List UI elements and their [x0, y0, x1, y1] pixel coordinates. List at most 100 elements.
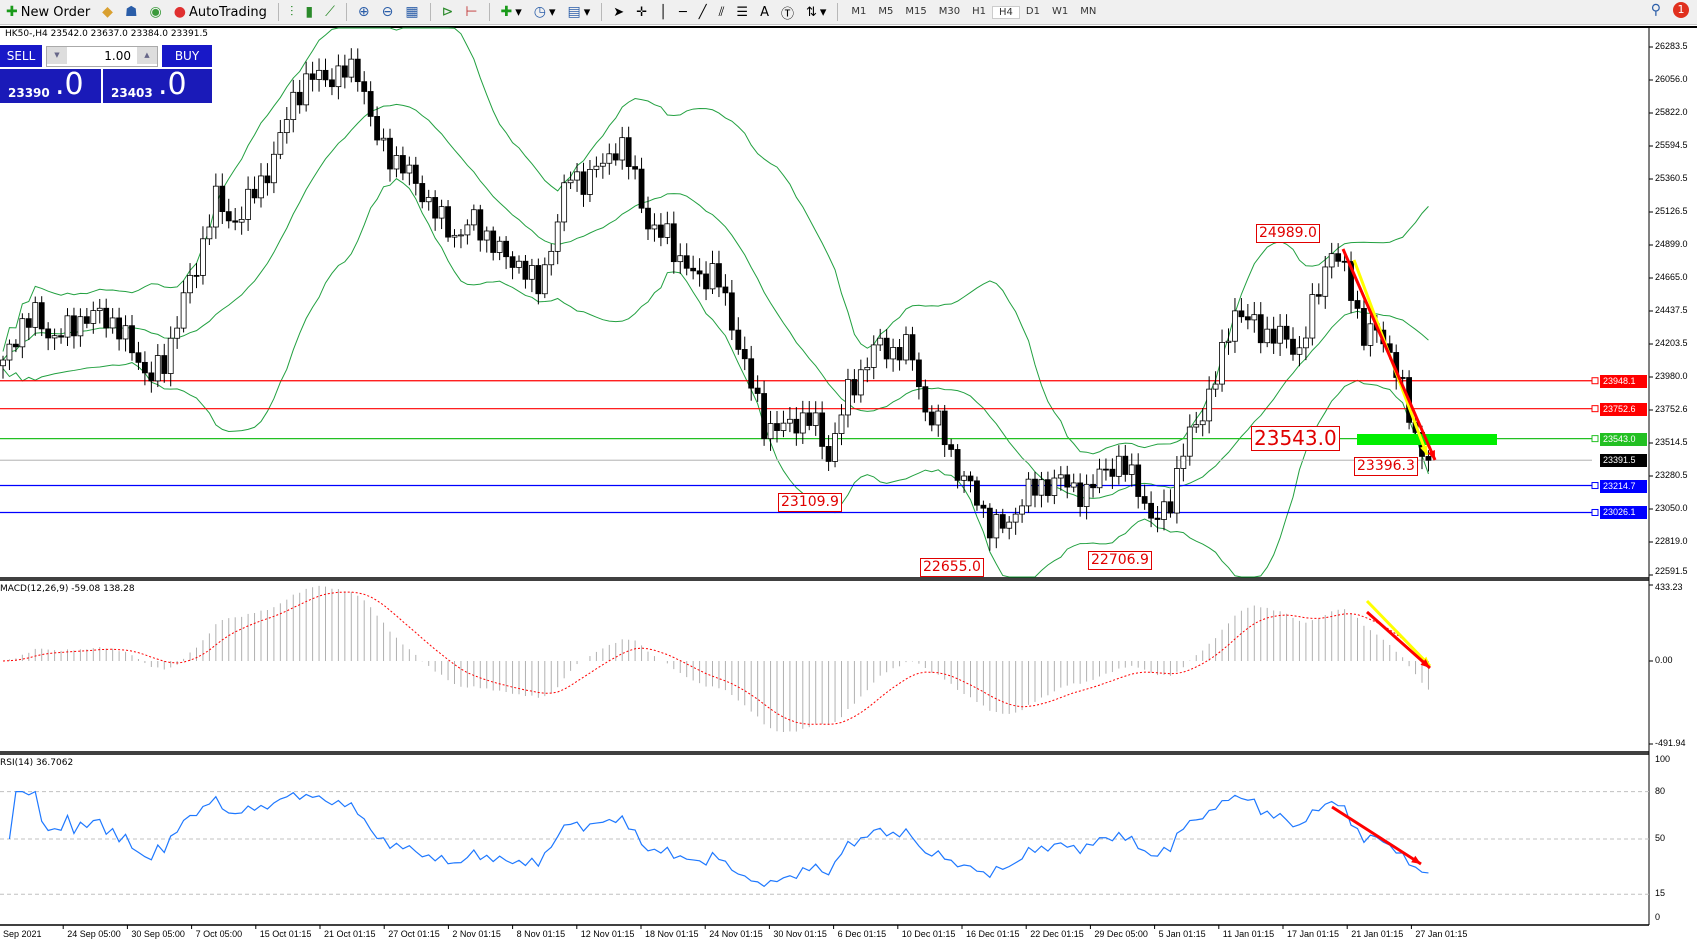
- candle-body: [335, 65, 342, 88]
- candle-body: [838, 414, 845, 434]
- candle-body: [651, 224, 658, 230]
- text-label-button[interactable]: Ⓣ: [777, 1, 798, 23]
- date-label: 7 Oct 05:00: [195, 929, 243, 939]
- lot-size-input[interactable]: 1.00: [46, 46, 158, 67]
- vertical-line-button[interactable]: │: [655, 1, 671, 23]
- candle-body: [832, 433, 838, 462]
- timeframe-d1[interactable]: D1: [1025, 5, 1040, 17]
- signals-button[interactable]: ◉: [146, 1, 166, 23]
- timeframe-h1[interactable]: H1: [972, 5, 987, 17]
- candle-body: [509, 256, 516, 268]
- timeframe-m15[interactable]: M15: [905, 5, 927, 17]
- candle-body: [806, 412, 813, 426]
- candle-body: [458, 234, 464, 237]
- candle-body: [45, 328, 52, 339]
- candle-body: [83, 316, 90, 324]
- candle-body: [212, 185, 219, 228]
- lot-increase-icon[interactable]: ▲: [137, 47, 157, 64]
- candle-body: [980, 504, 987, 509]
- price-tag: 23543.0: [1600, 432, 1647, 446]
- candle-body: [896, 347, 903, 361]
- divider: [837, 3, 839, 21]
- candle-body: [1006, 521, 1013, 529]
- text-button[interactable]: A: [756, 1, 773, 23]
- candle-body: [425, 197, 432, 203]
- price-tag: 23948.1: [1600, 374, 1647, 388]
- market-watch-button[interactable]: ☗: [121, 1, 142, 23]
- indicators-icon: ✚: [500, 4, 513, 20]
- candle-body: [606, 153, 613, 164]
- candle-body: [1206, 388, 1213, 422]
- timeframe-m30[interactable]: M30: [938, 5, 961, 17]
- candle-body: [716, 263, 722, 288]
- candle-chart-button[interactable]: ▮: [301, 1, 317, 23]
- timeframe-m1[interactable]: M1: [851, 5, 867, 17]
- trendline-button[interactable]: ╱: [695, 1, 711, 23]
- channel-button[interactable]: ⫽: [715, 1, 729, 23]
- candle-body: [928, 411, 935, 426]
- timeframe-h4[interactable]: H4: [992, 5, 1020, 19]
- yellow-trend-arrow-head: [1420, 445, 1428, 455]
- fibonacci-button[interactable]: ☰: [732, 1, 752, 23]
- zoom-in-button[interactable]: ⊕: [354, 1, 374, 23]
- candle-body: [587, 169, 593, 195]
- zoom-out-button[interactable]: ⊖: [378, 1, 398, 23]
- crosshair-button[interactable]: ✛: [632, 1, 651, 23]
- candle-body: [193, 274, 200, 277]
- candle-body: [1032, 478, 1038, 496]
- tile-windows-button[interactable]: ▦: [401, 1, 422, 23]
- macd-red-arrow: [1366, 610, 1431, 670]
- templates-button[interactable]: ▤ ▾: [567, 4, 591, 20]
- timeframe-w1[interactable]: W1: [1051, 5, 1069, 17]
- candle-body: [922, 386, 929, 413]
- candle-body: [245, 188, 252, 220]
- candle-body: [174, 327, 181, 339]
- sell-button[interactable]: SELL: [0, 45, 42, 67]
- price-annotation: 24989.0: [1256, 224, 1320, 243]
- candle-body: [1257, 314, 1264, 344]
- date-label: 27 Jan 01:15: [1415, 929, 1468, 939]
- date-label: 18 Nov 01:15: [645, 929, 699, 939]
- search-icon[interactable]: ⚲: [1650, 2, 1661, 18]
- timeframe-mn[interactable]: MN: [1080, 5, 1097, 17]
- candle-body: [445, 206, 451, 238]
- macd-axis-label: 0.00: [1655, 655, 1673, 665]
- candle-body: [1303, 337, 1309, 349]
- candle-body: [1225, 340, 1232, 343]
- periods-button[interactable]: ◷ ▾: [533, 4, 556, 20]
- candle-body: [767, 423, 774, 440]
- macd-red-arrow-head: [1420, 658, 1430, 668]
- price-axis-label: 24665.0: [1655, 272, 1688, 282]
- cursor-button[interactable]: ➤: [609, 1, 628, 23]
- autotrading-button[interactable]: ● AutoTrading: [173, 4, 267, 20]
- buy-button[interactable]: BUY: [162, 45, 212, 67]
- divider: [601, 3, 603, 21]
- indicators-button[interactable]: ✚ ▾: [500, 4, 522, 20]
- zoom-in-icon: ⊕: [357, 4, 370, 20]
- candle-body: [348, 58, 355, 78]
- candle-body: [490, 230, 497, 253]
- bar-chart-button[interactable]: ⫶: [286, 1, 298, 23]
- candle-body: [109, 317, 116, 329]
- chart-window: [0, 26, 1697, 944]
- sell-price[interactable]: 23390.0: [0, 67, 101, 103]
- candle-body: [787, 418, 793, 424]
- timeframe-m5[interactable]: M5: [878, 5, 894, 17]
- line-chart-button[interactable]: ⟋: [321, 1, 339, 23]
- lot-decrease-icon[interactable]: ▼: [47, 47, 67, 64]
- chart-shift-button[interactable]: ⊢: [461, 1, 481, 23]
- candle-body: [451, 234, 458, 238]
- autoscroll-button[interactable]: ⊳: [438, 1, 458, 23]
- new-order-button[interactable]: ✚ New Order: [6, 4, 91, 20]
- date-label: 6 Dec 01:15: [837, 929, 887, 939]
- buy-price[interactable]: 23403.0: [103, 67, 212, 103]
- notifications-badge[interactable]: 1: [1673, 2, 1689, 18]
- arrows-button[interactable]: ⇅ ▾: [805, 4, 827, 20]
- candle-body: [670, 223, 677, 263]
- candle-body: [1238, 310, 1245, 318]
- price-annotation: 23396.3: [1354, 457, 1418, 476]
- metaeditor-button[interactable]: ◆: [98, 1, 117, 23]
- horizontal-line-button[interactable]: ─: [675, 1, 691, 23]
- candle-body: [761, 393, 767, 440]
